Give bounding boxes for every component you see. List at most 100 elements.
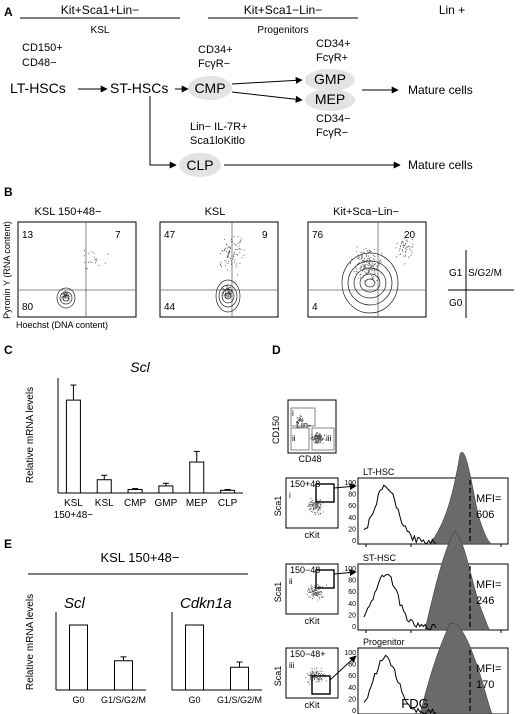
facs-event [317,595,319,598]
facs-event [94,262,96,264]
facs-event [225,261,227,263]
facs-event [317,506,319,508]
gate-i-label: i [292,409,294,418]
d-row-2: 150−48− ii Sca1 cKit ST-HSC 100 80 60 40 20 0 MFI= 2… [273,530,509,633]
facs-event [318,435,320,437]
gate-roman: i [289,491,291,500]
facs-event [308,679,310,681]
facs-contour [221,288,235,304]
panel-c-label: C [4,343,13,357]
mature-cells-1: Mature cells [408,83,473,97]
facs-event [364,272,367,274]
facs-event [376,280,378,282]
facs-event [379,261,381,263]
bar [185,624,204,691]
facs-event [362,255,364,257]
facs-event [310,584,312,586]
tick-label: MEP [186,498,208,509]
facs-event [301,415,303,417]
facs-contour [56,287,76,309]
facs-event [316,667,318,669]
histogram-title: LT-HSC [363,467,395,477]
facs-event [239,247,241,249]
facs-event [314,589,317,591]
facs-event [226,269,228,271]
facs-event [63,293,65,295]
sca1-label: Sca1 [273,582,283,603]
facs-event [319,509,321,511]
facs-event [313,503,315,505]
facs-event [317,670,319,672]
facs-event [235,244,237,247]
facs-event [316,511,318,513]
facs-event [316,671,318,673]
facs-event [363,252,365,254]
facs-event [366,261,368,263]
facs-event [225,285,227,287]
facs-event [315,594,317,596]
facs-event [363,249,365,251]
facs-event [312,504,314,506]
facs-event [93,252,95,254]
facs-event [295,421,297,424]
facs-event [83,255,85,257]
facs-event [220,253,222,255]
facs-event [309,677,311,679]
facs-event [312,501,314,504]
facs-event [368,264,370,266]
bar [127,488,143,494]
facs-event [402,244,404,246]
facs-event [358,258,360,260]
facs-event [306,505,309,507]
d-top-plot-frame [287,399,337,454]
facs-event [379,260,381,262]
facs-event [229,247,231,249]
facs-event [309,592,311,594]
facs-event [408,256,410,258]
facs-event [368,258,371,260]
facs-event [314,674,316,676]
facs-event [61,296,63,298]
facs-event [396,256,398,258]
facs-event [104,262,106,264]
mfi-label: MFI= [476,493,501,505]
gate-arrow [333,483,357,491]
facs-event [228,261,230,263]
facs-event [315,439,317,441]
bar [114,660,133,691]
facs-event [223,238,225,241]
facs-event [401,248,403,250]
facs-event [317,439,319,441]
facs-event [308,592,310,594]
facs-event [374,263,376,265]
facs-event [378,276,380,278]
cmp-label: CMP [194,80,225,96]
facs-event [377,275,379,277]
facs-event [363,266,365,268]
facs-event [227,290,229,292]
facs-event [318,439,320,441]
facs-event [300,420,302,422]
facs-plot-3-ur: 20 [404,230,416,241]
facs-event [373,271,375,273]
tick-label: CLP [218,498,238,509]
cd150-marker: CD150+ [22,42,63,54]
lin-header: Lin + [439,3,465,17]
facs-event [85,267,87,269]
d-row-3: 150−48+ iii Sca1 cKit Progenitor 100 80 60 40 20 0… [273,623,509,714]
facs-event [311,438,313,440]
facs-event [299,420,301,422]
facs-event [400,243,403,245]
facs-event [411,246,413,248]
facs-event [316,441,318,443]
facs-event [318,598,320,600]
facs-plot-2-ll: 44 [164,302,176,313]
facs-event [321,439,323,441]
facs-event [369,262,371,264]
tick-label: GMP [155,498,178,509]
facs-event [314,593,316,595]
facs-event [355,268,358,270]
control-distribution [363,573,437,631]
facs-event [373,266,375,268]
